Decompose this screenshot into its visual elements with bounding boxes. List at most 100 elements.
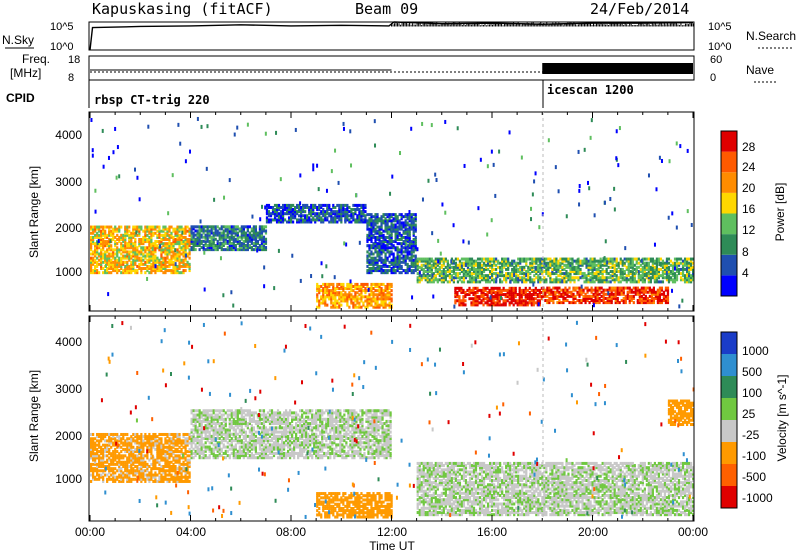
data-cell [452,272,456,276]
data-cell [92,477,95,481]
data-cell [470,297,473,301]
data-cell [352,303,355,307]
data-cell [412,262,415,266]
scatter-cell [398,259,401,264]
scatter-cell [653,242,656,247]
data-cell [108,240,111,244]
data-cell [660,299,664,303]
data-cell [182,240,185,244]
data-cell [667,274,671,278]
data-cell [128,256,131,260]
data-cell [320,297,323,301]
data-cell [178,240,181,244]
data-cell [390,269,393,273]
data-cell [326,210,329,214]
scatter-cell [590,118,593,123]
data-cell [190,231,193,235]
data-cell [662,292,666,296]
data-cell [158,229,161,233]
data-cell [340,220,343,224]
data-cell [394,271,397,275]
data-cell [583,272,586,276]
data-cell [152,225,155,229]
data-cell [502,288,505,292]
data-cell [663,276,667,280]
data-cell [92,441,95,445]
data-cell [384,225,387,229]
data-cell [618,290,621,294]
data-cell [380,227,383,231]
data-cell [426,267,429,271]
data-cell [606,296,609,300]
data-cell [687,270,691,274]
data-cell [372,260,375,264]
data-cell [659,267,663,271]
data-cell [438,265,441,269]
scatter-cell [444,210,447,215]
data-cell [478,288,481,292]
data-cell [408,217,411,221]
data-cell [590,288,593,292]
data-cell [460,270,464,274]
data-cell [242,243,245,247]
data-cell [94,235,97,239]
data-cell [380,295,383,299]
data-cell [597,272,600,276]
power-colorbar-swatch [721,254,737,276]
data-cell [130,231,133,235]
data-cell [627,270,630,274]
data-cell [194,248,197,252]
data-cell [571,265,574,269]
data-cell [669,270,673,274]
data-cell [90,447,93,451]
data-cell [326,212,329,216]
data-cell [595,267,598,271]
data-cell [112,254,115,258]
data-cell [96,250,99,254]
data-cell [514,288,517,292]
data-cell [140,240,143,244]
data-cell [164,250,167,254]
data-cell [232,225,235,229]
data-cell [342,282,345,286]
scatter-cell [312,163,315,168]
data-cell [390,289,393,293]
data-cell [384,260,387,264]
data-cell [310,208,313,212]
data-cell [691,257,695,261]
data-cell [206,225,209,229]
data-cell [232,229,235,233]
data-cell [434,274,437,278]
data-cell [529,276,532,280]
data-cell [144,256,147,260]
data-cell [490,274,494,278]
data-cell [240,246,243,250]
data-cell [374,260,377,264]
data-cell [645,265,648,269]
data-cell [424,265,427,269]
data-cell [594,294,597,298]
data-cell [368,297,371,301]
data-cell [112,252,115,256]
data-cell [246,233,249,237]
data-cell [406,221,409,225]
data-cell [134,262,137,266]
data-cell [482,286,485,290]
data-cell [182,254,185,258]
data-cell [634,290,637,294]
data-cell [92,471,95,475]
data-cell [472,276,476,280]
data-cell [232,243,235,247]
data-cell [364,299,367,303]
data-cell [673,261,677,265]
scatter-cell [105,263,108,268]
data-cell [340,208,343,212]
data-cell [559,272,562,276]
data-cell [380,287,383,291]
data-cell [182,235,185,239]
data-cell [689,274,693,278]
data-cell [190,246,193,250]
data-cell [232,246,235,250]
data-cell [408,267,411,271]
data-cell [396,269,399,273]
